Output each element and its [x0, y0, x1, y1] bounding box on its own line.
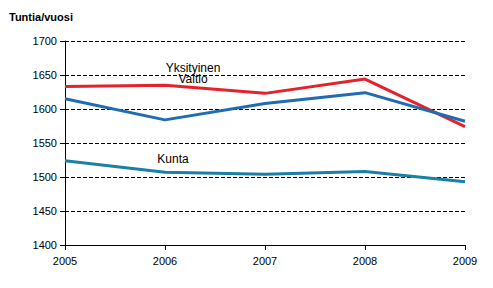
svg-text:Tuntia/vuosi: Tuntia/vuosi — [9, 11, 73, 23]
svg-text:2008: 2008 — [353, 255, 377, 267]
svg-text:Yksityinen: Yksityinen — [165, 61, 221, 76]
svg-text:1600: 1600 — [33, 103, 57, 115]
svg-text:1450: 1450 — [33, 205, 57, 217]
svg-text:Kunta: Kunta — [157, 152, 189, 166]
svg-text:2006: 2006 — [153, 255, 177, 267]
svg-text:2009: 2009 — [453, 255, 477, 267]
svg-text:2007: 2007 — [253, 255, 277, 267]
svg-text:1500: 1500 — [33, 171, 57, 183]
svg-text:Valtio: Valtio — [178, 72, 207, 86]
svg-text:1400: 1400 — [33, 239, 57, 251]
svg-text:2005: 2005 — [53, 255, 77, 267]
svg-text:1650: 1650 — [33, 69, 57, 81]
svg-text:1700: 1700 — [33, 35, 57, 47]
svg-text:1550: 1550 — [33, 137, 57, 149]
